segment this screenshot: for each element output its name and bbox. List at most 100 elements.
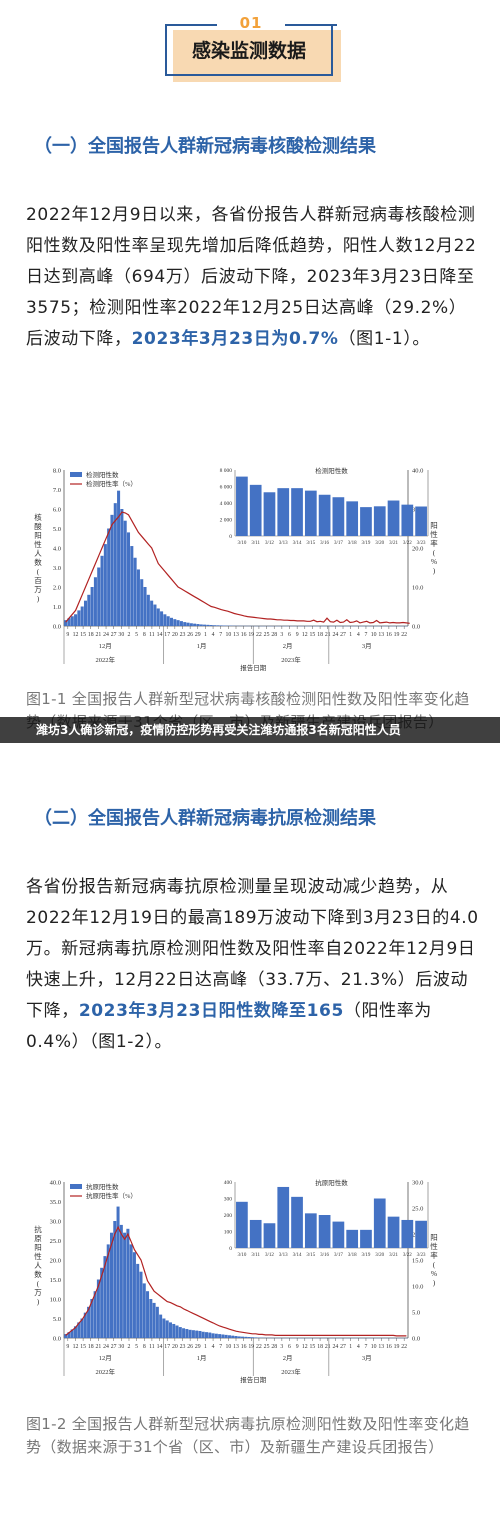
inset-x-tick-label: 3/23 xyxy=(417,1253,426,1258)
x-tick-label: 16 xyxy=(386,632,392,638)
data-bar xyxy=(90,587,94,626)
data-bar xyxy=(70,616,74,626)
data-bar xyxy=(120,509,124,626)
data-bar xyxy=(139,1271,143,1338)
x-tick-label: 15 xyxy=(80,1344,86,1350)
data-bar xyxy=(152,1302,156,1338)
data-bar xyxy=(237,1336,241,1338)
data-bar xyxy=(80,1318,84,1338)
x-tick-label: 11 xyxy=(149,1344,155,1350)
y-tick-label-left: 30.0 xyxy=(50,1219,61,1226)
inset-x-tick-label: 3/20 xyxy=(375,541,384,546)
data-bar xyxy=(178,1327,182,1338)
inset-bar xyxy=(291,1196,303,1248)
inset-x-tick-label: 3/15 xyxy=(306,1253,315,1258)
data-bar xyxy=(109,1232,114,1338)
data-bar xyxy=(212,625,217,626)
legend-label-bar: 抗原阳性数 xyxy=(86,1182,119,1191)
data-bar xyxy=(254,1337,258,1338)
inset-x-tick-label: 3/13 xyxy=(279,541,288,546)
news-banner[interactable]: 潍坊3人确诊新冠，疫情防控形势再受关注潍坊通报3名新冠阳性人员 xyxy=(0,717,500,743)
x-tick-label: 18 xyxy=(317,1344,323,1350)
data-bar xyxy=(231,1335,235,1338)
data-bar xyxy=(195,1330,199,1338)
x-tick-label: 16 xyxy=(241,632,247,638)
y-tick-label-right: 30.0 xyxy=(412,1180,423,1187)
data-bar xyxy=(221,1334,225,1338)
paragraph-tail: （图1-1）。 xyxy=(338,329,431,349)
x-tick-label: 10 xyxy=(225,632,231,638)
x-axis-title: 报告日期 xyxy=(240,663,267,672)
inset-x-tick-label: 3/15 xyxy=(306,541,315,546)
y-tick-label-right: 0.0 xyxy=(412,1336,420,1343)
inset-x-tick-label: 3/11 xyxy=(251,1253,260,1258)
inset-bar xyxy=(249,1219,262,1248)
x-tick-label: 15 xyxy=(310,1344,316,1350)
inset-bar xyxy=(401,1219,414,1248)
data-bar xyxy=(70,1329,74,1338)
y-axis-label-left-char: 人 xyxy=(34,549,42,558)
inset-bar xyxy=(277,1186,290,1248)
y-axis-label-right-char: 性 xyxy=(430,1241,438,1251)
y-axis-label-right-char: 性 xyxy=(430,529,438,539)
positivity-rate-line xyxy=(65,1225,407,1337)
data-bar xyxy=(64,1334,68,1338)
y-tick-label-left: 6.0 xyxy=(53,507,61,514)
x-tick-label: 10 xyxy=(225,1344,231,1350)
inset-x-tick-label: 3/12 xyxy=(265,541,274,546)
section-title-box: 感染监测数据 xyxy=(165,24,341,82)
x-tick-label: 7 xyxy=(365,1344,368,1350)
data-bar xyxy=(129,1244,133,1338)
data-bar xyxy=(87,594,91,626)
data-bar xyxy=(153,604,157,626)
y-axis-label-right-char: ( xyxy=(433,1260,436,1269)
inset-bar xyxy=(291,488,303,536)
data-bar xyxy=(123,1232,127,1338)
y-tick-label-left: 0.0 xyxy=(53,1336,61,1343)
data-bar xyxy=(93,1291,97,1338)
x-tick-label: 22 xyxy=(256,1344,262,1350)
data-bar xyxy=(244,1336,248,1338)
y-axis-label-left-char: 性 xyxy=(34,539,42,549)
x-tick-label: 24 xyxy=(103,1344,109,1350)
x-tick-label: 22 xyxy=(256,632,262,638)
data-bar xyxy=(168,1322,172,1338)
inset-title: 检测阳性数 xyxy=(315,466,348,475)
x-month-label: 2月 xyxy=(283,1354,293,1362)
data-bar xyxy=(83,1312,87,1338)
inset-x-tick-label: 3/12 xyxy=(265,1253,274,1258)
x-tick-label: 22 xyxy=(401,632,407,638)
data-bar xyxy=(130,546,134,626)
x-tick-label: 19 xyxy=(248,1344,254,1350)
x-tick-label: 1 xyxy=(204,632,207,638)
inset-bar xyxy=(415,506,427,536)
x-tick-label: 17 xyxy=(164,1344,170,1350)
inset-x-tick-label: 3/22 xyxy=(403,1253,412,1258)
data-bar xyxy=(241,1336,245,1338)
data-bar xyxy=(117,490,121,626)
data-bar xyxy=(188,1329,192,1338)
data-bar xyxy=(74,614,78,626)
x-tick-label: 4 xyxy=(212,632,215,638)
data-bar xyxy=(186,622,190,626)
section-header: 01 感染监测数据 xyxy=(165,14,341,82)
inset-x-tick-label: 3/10 xyxy=(237,1253,246,1258)
inset-bar xyxy=(304,1213,317,1248)
paragraph-body: 各省份报告新冠病毒抗原检测量呈现波动减少趋势，从2022年12月19日的最高18… xyxy=(26,877,479,1021)
y-axis-label-left-char: 阳 xyxy=(34,1243,42,1252)
legend-label-bar: 检测阳性数 xyxy=(86,470,119,479)
x-tick-label: 17 xyxy=(164,632,170,638)
x-tick-label: 13 xyxy=(378,632,384,638)
x-tick-label: 5 xyxy=(135,1344,138,1350)
data-bar xyxy=(113,1221,117,1338)
inset-bar xyxy=(332,1221,345,1248)
x-tick-label: 12 xyxy=(73,1344,79,1350)
x-tick-label: 29 xyxy=(195,632,201,638)
y-axis-label-right-char: 率 xyxy=(430,1250,438,1260)
inset-bar xyxy=(373,1198,386,1248)
x-tick-label: 30 xyxy=(118,632,124,638)
y-axis-label-left-char: 数 xyxy=(34,557,42,567)
y-axis-label-right-char: ) xyxy=(433,1278,436,1287)
data-bar xyxy=(103,544,107,626)
x-tick-label: 25 xyxy=(264,1344,270,1350)
